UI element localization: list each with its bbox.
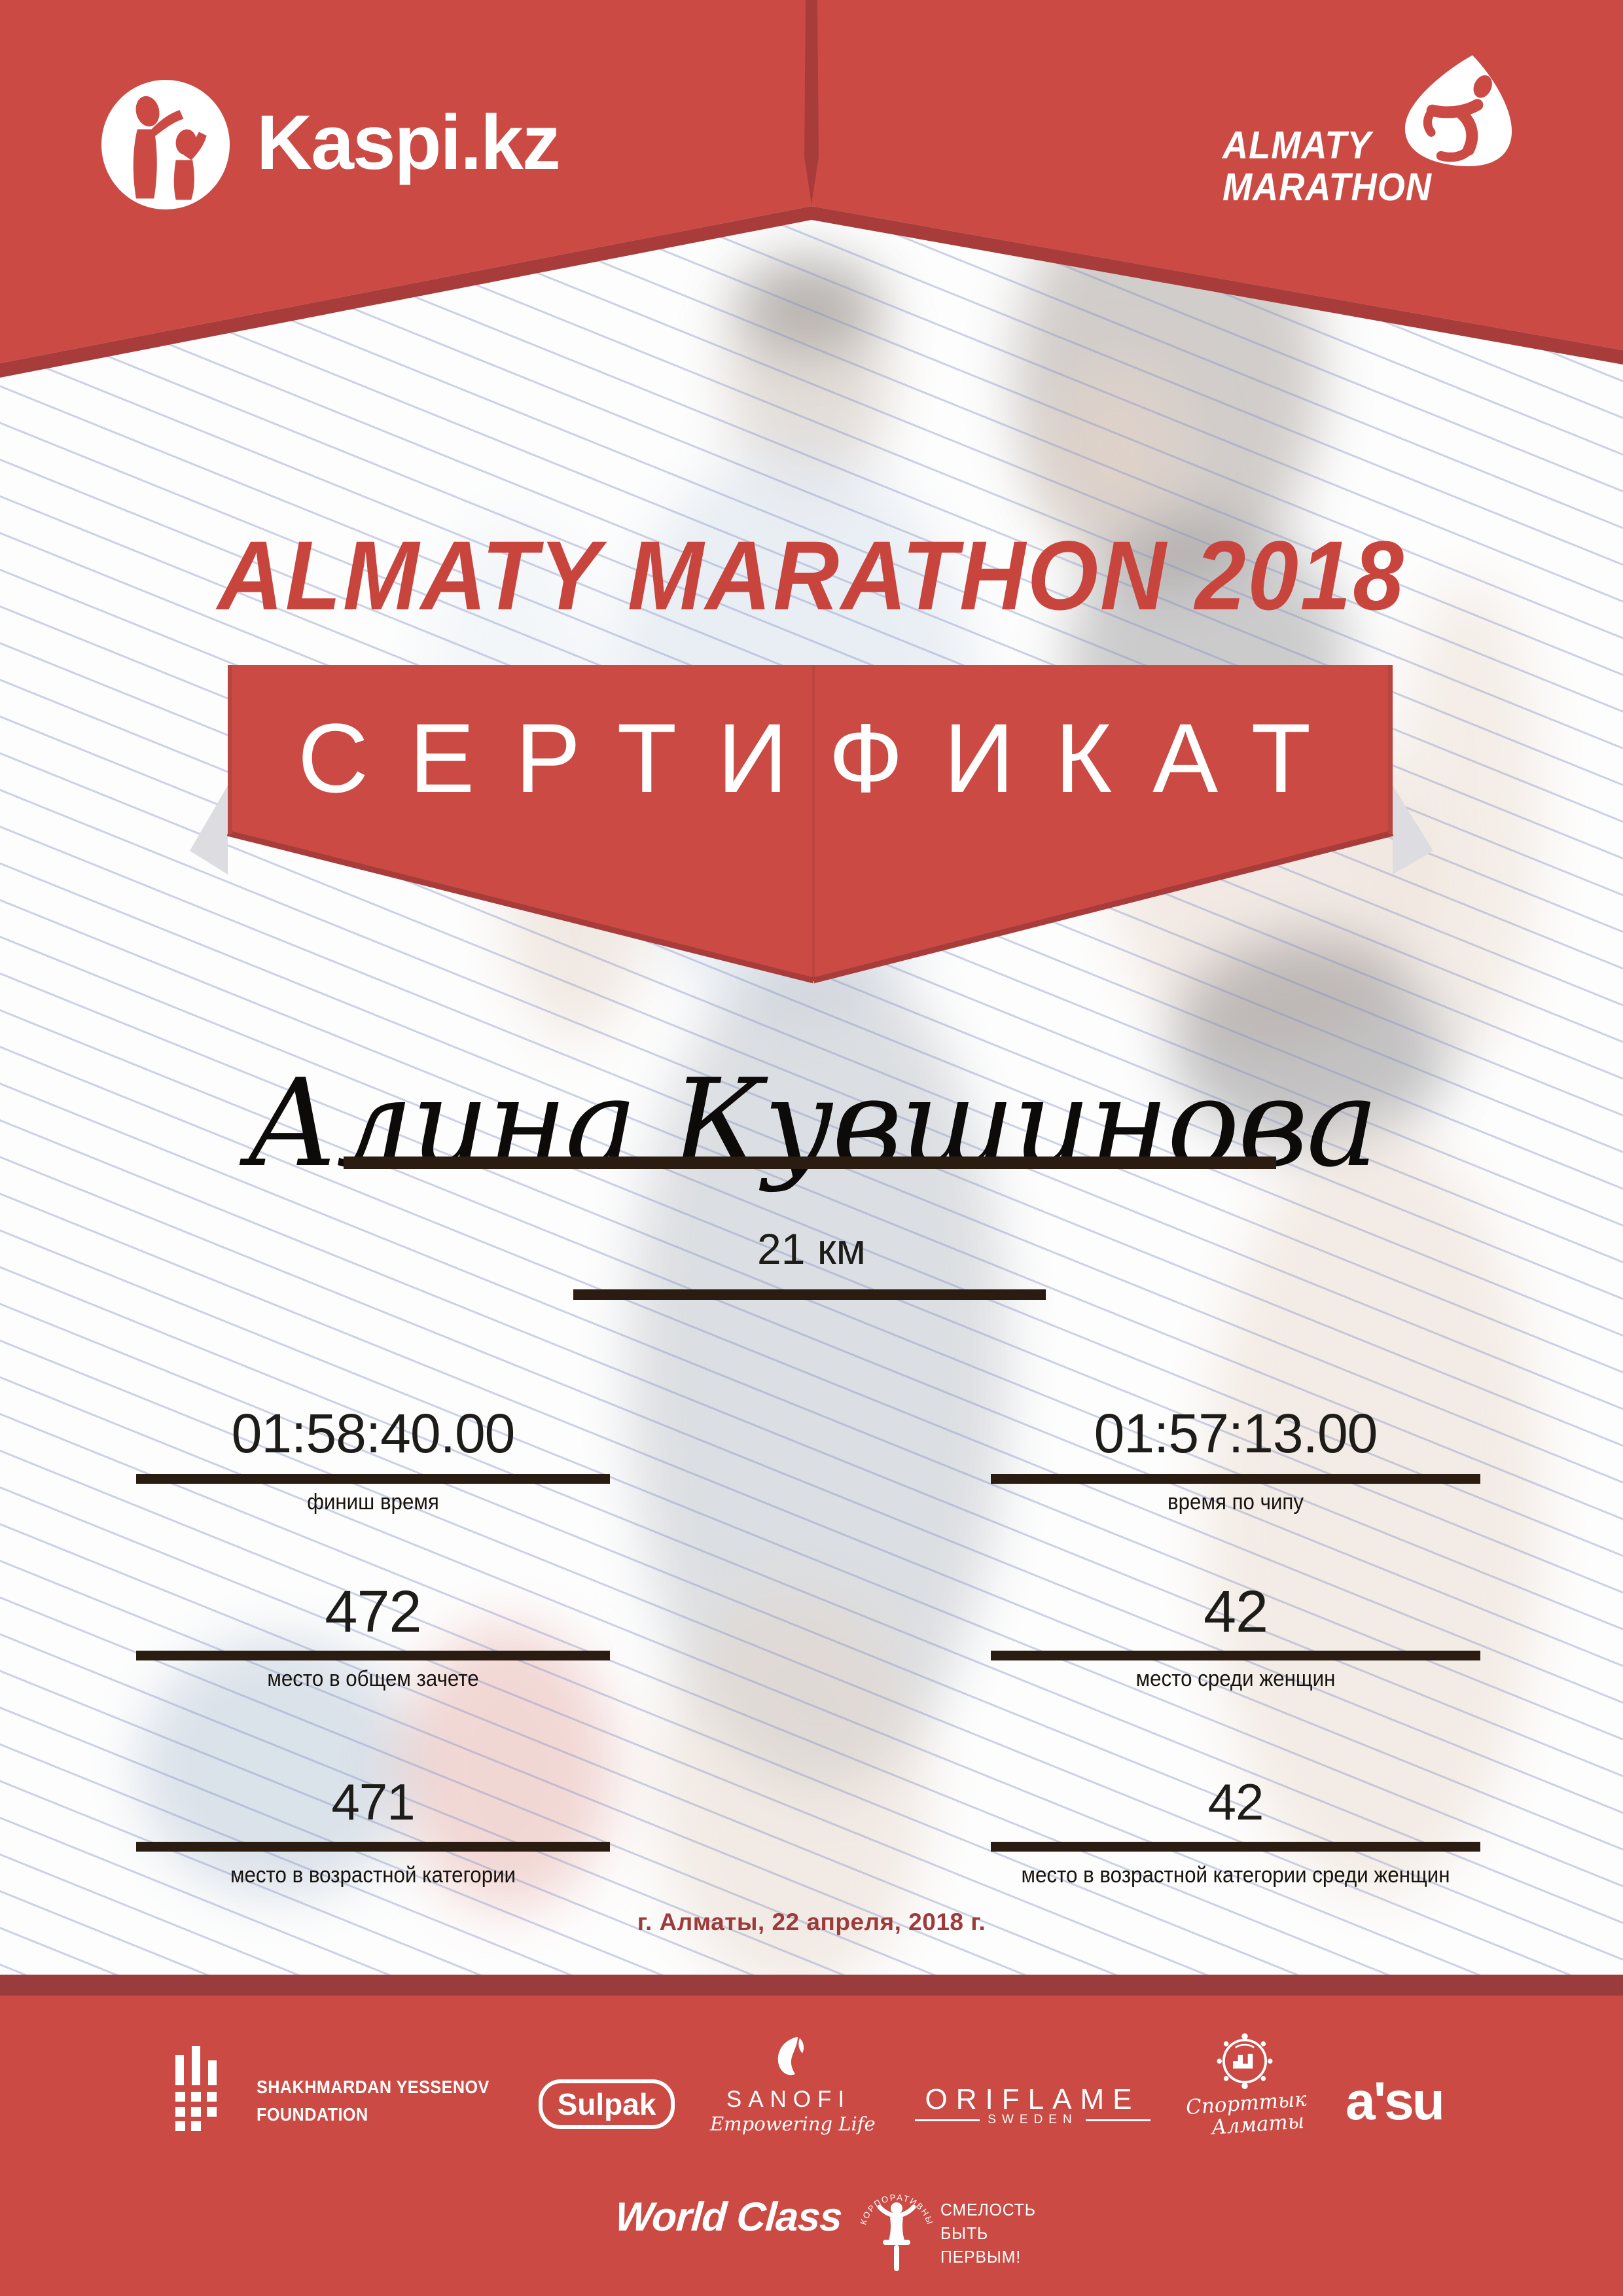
- sulpak-label: Sulpak: [557, 2087, 656, 2121]
- yessenov-foundation-label: SHAKHMARDAN YESSENOV FOUNDATION: [257, 2073, 490, 2128]
- fond-slogan-line3: ПЕРВЫМ!: [940, 2247, 1022, 2267]
- asu-logo: a'su: [1346, 2072, 1445, 2131]
- almaty-marathon-runner-icon: [1391, 44, 1530, 179]
- finish-time-value: 01:58:40.00: [231, 1403, 516, 1464]
- certificate-banner: [190, 665, 1433, 984]
- footer-accent-strip: [0, 1975, 1623, 1996]
- fond-runner-icon: КОРПОРАТИВНЫЙ ФОНД: [850, 2166, 939, 2276]
- stat-underline: [136, 1651, 610, 1660]
- participant-name: Алина Кувшинова: [246, 1052, 1379, 1194]
- bg-photo-blob: [1204, 1126, 1544, 1898]
- stat-underline: [991, 1474, 1480, 1484]
- stat-underline: [991, 1842, 1480, 1852]
- stat-underline: [136, 1842, 610, 1852]
- age-place-label: место в возрастной категории: [230, 1863, 516, 1888]
- header-ribbon: [0, 0, 1623, 378]
- sanofi-label: SANOFI: [726, 2087, 851, 2112]
- distance-value: 21 км: [757, 1225, 866, 1273]
- center-needle-shape: [804, 0, 819, 204]
- yessenov-line2: FOUNDATION: [257, 2104, 368, 2125]
- chip-time-label: время по чипу: [1168, 1490, 1304, 1515]
- yessenov-foundation-icon: [175, 2043, 224, 2134]
- footer-band: [0, 1996, 1623, 2296]
- finish-time-label: финиш время: [307, 1490, 439, 1515]
- bg-photo-blob: [137, 1636, 419, 1898]
- rule-right: [1085, 2119, 1150, 2121]
- oriflame-sweden-row: SWEDEN: [915, 2113, 1150, 2127]
- almaty-marathon-logo-line2: MARATHON: [1222, 166, 1432, 209]
- age-place-value: 471: [331, 1773, 415, 1831]
- overall-place-value: 472: [325, 1579, 421, 1645]
- almaty-marathon-logo-line1: ALMATY: [1222, 124, 1372, 167]
- sanofi-icon: [769, 2034, 810, 2087]
- women-place-value: 42: [1203, 1579, 1268, 1645]
- fond-slogan: СМЕЛОСТЬ БЫТЬ ПЕРВЫМ!: [940, 2198, 1036, 2269]
- event-date: г. Алматы, 22 апреля, 2018 г.: [637, 1909, 986, 1935]
- fond-slogan-line1: СМЕЛОСТЬ: [940, 2200, 1036, 2219]
- bg-photo-blob: [628, 942, 1008, 1793]
- bg-photo-blob: [399, 1623, 615, 1911]
- fond-slogan-line2: БЫТЬ: [940, 2223, 989, 2243]
- rule-left: [915, 2119, 980, 2121]
- bg-photo-blob: [1041, 360, 1191, 537]
- kaspi-logo-icon: [101, 80, 230, 209]
- sport-almaty-emblem-icon: [1211, 2029, 1279, 2100]
- chip-time-value: 01:57:13.00: [1094, 1403, 1378, 1464]
- bg-photo-blob: [654, 1590, 929, 1996]
- distance-underline: [573, 1289, 1046, 1300]
- overall-place-label: место в общем зачете: [267, 1666, 479, 1691]
- sulpak-logo: Sulpak: [539, 2079, 675, 2129]
- certificate-label: СЕРТИФИКАТ: [297, 703, 1352, 813]
- women-place-label: место среди женщин: [1135, 1666, 1336, 1691]
- kaspi-logo-text: Kaspi.kz: [257, 99, 561, 186]
- bg-photo-blob: [1171, 936, 1453, 1152]
- oriflame-country: SWEDEN: [988, 2113, 1078, 2126]
- page-title: ALMATY MARATHON 2018: [217, 520, 1406, 630]
- bg-photo-blob: [733, 255, 883, 353]
- stat-underline: [136, 1474, 610, 1484]
- stat-underline: [991, 1651, 1480, 1660]
- name-underline: [344, 1157, 1276, 1169]
- yessenov-line1: SHAKHMARDAN YESSENOV: [257, 2077, 490, 2097]
- world-class-logo: World Class: [613, 2195, 844, 2240]
- oriflame-label: ORIFLAME: [925, 2083, 1141, 2115]
- bg-photo-blob: [1394, 576, 1544, 1047]
- age-women-place-label: место в возрастной категории среди женщи…: [1021, 1863, 1450, 1888]
- age-women-place-value: 42: [1207, 1773, 1264, 1831]
- sanofi-tagline: Empowering Life: [710, 2113, 876, 2135]
